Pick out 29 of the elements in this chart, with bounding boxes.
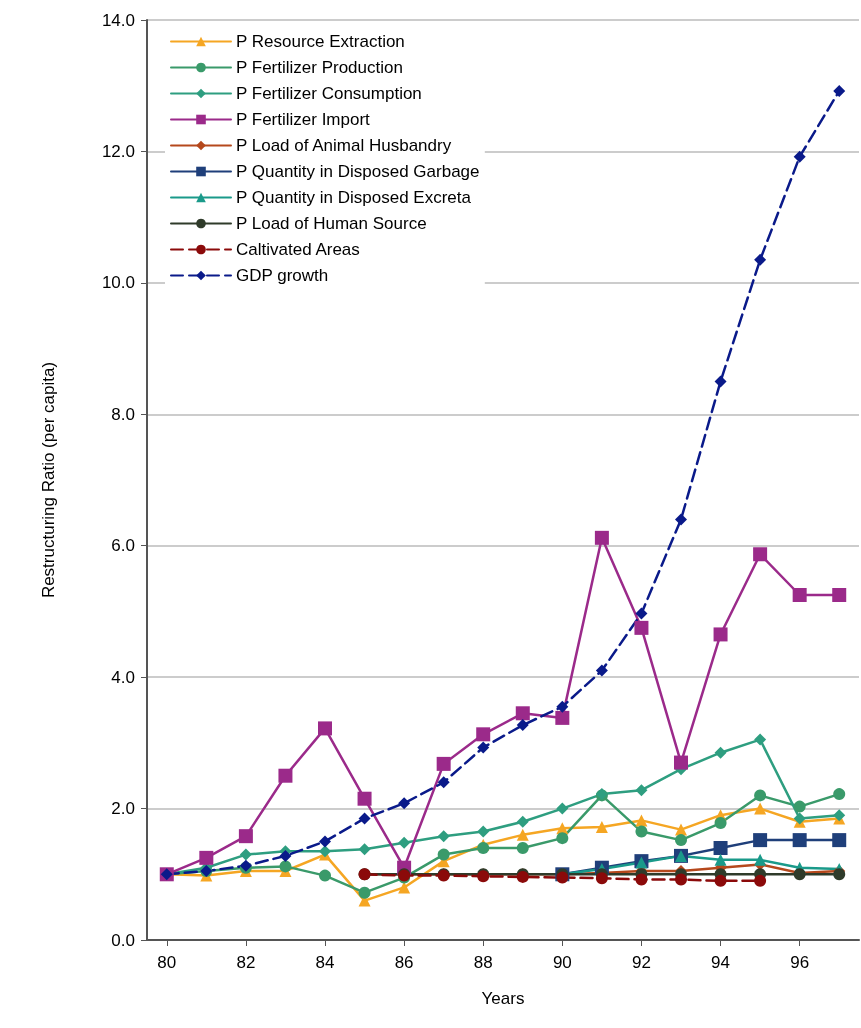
y-tick-label: 14.0 — [101, 10, 135, 30]
x-tick-label: 90 — [552, 953, 572, 972]
x-tick-label: 88 — [473, 953, 493, 972]
y-tick-label: 4.0 — [111, 667, 135, 687]
legend-label: GDP growth — [236, 266, 329, 285]
x-tick-label: 80 — [157, 953, 177, 972]
legend-label: P Load of Animal Husbandry — [236, 136, 452, 155]
y-tick-label: 10.0 — [101, 273, 135, 293]
legend-label: P Quantity in Disposed Excreta — [236, 188, 472, 207]
y-tick-label: 0.0 — [111, 930, 135, 950]
legend-label: P Fertilizer Consumption — [236, 84, 422, 103]
x-tick-label: 92 — [631, 953, 651, 972]
y-axis-title: Restructuring Ratio (per capita) — [39, 361, 58, 599]
x-tick-label: 84 — [315, 953, 335, 972]
legend-label: P Quantity in Disposed Garbage — [236, 162, 480, 181]
legend-label: P Resource Extraction — [236, 32, 405, 51]
x-tick-label: 86 — [394, 953, 414, 972]
x-tick-label: 96 — [790, 953, 810, 972]
y-tick-label: 8.0 — [111, 404, 135, 424]
x-axis-title: Years — [481, 989, 525, 1008]
legend-label: P Load of Human Source — [236, 214, 427, 233]
x-tick-label: 94 — [711, 953, 731, 972]
y-tick-label: 12.0 — [101, 141, 135, 161]
y-tick-label: 6.0 — [111, 536, 135, 556]
legend-label: P Fertilizer Import — [236, 110, 371, 129]
legend-label: Caltivated Areas — [236, 240, 360, 259]
y-tick-label: 2.0 — [111, 799, 135, 819]
x-tick-label: 82 — [236, 953, 256, 972]
legend-label: P Fertilizer Production — [236, 58, 403, 77]
